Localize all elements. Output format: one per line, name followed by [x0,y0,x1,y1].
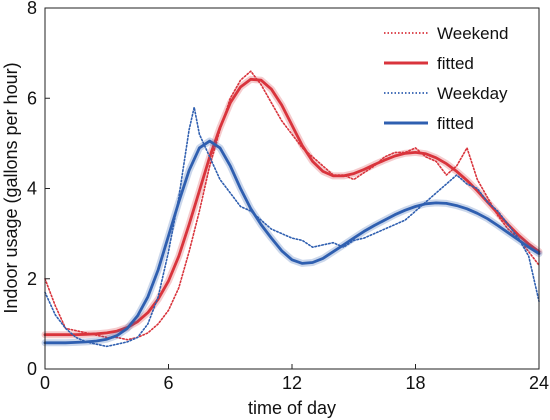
legend: Weekend fitted Weekday fitted [384,24,509,133]
y-tick-label: 4 [27,179,37,199]
plot-lines [41,70,543,348]
series-line-3-fitted [43,139,541,345]
legend-label-3: fitted [437,114,474,133]
fit-band-3 [41,137,543,347]
legend-label-0: Weekend [437,24,509,43]
legend-label-1: fitted [437,54,474,73]
y-tick-label: 0 [27,359,37,379]
legend-label-2: Weekday [437,84,508,103]
x-tick-label: 0 [40,373,50,393]
x-axis-label: time of day [248,398,336,418]
x-tick-label: 24 [529,373,549,393]
x-tick-label: 6 [163,373,173,393]
y-axis-label: Indoor usage (gallons per hour) [1,62,21,313]
series-line-0-observed [44,70,540,341]
y-tick-label: 6 [27,88,37,108]
x-tick-label: 12 [282,373,302,393]
y-tick-label: 2 [27,269,37,289]
y-tick-label: 8 [27,0,37,18]
series-line-2-observed [44,106,540,348]
x-tick-label: 18 [405,373,425,393]
